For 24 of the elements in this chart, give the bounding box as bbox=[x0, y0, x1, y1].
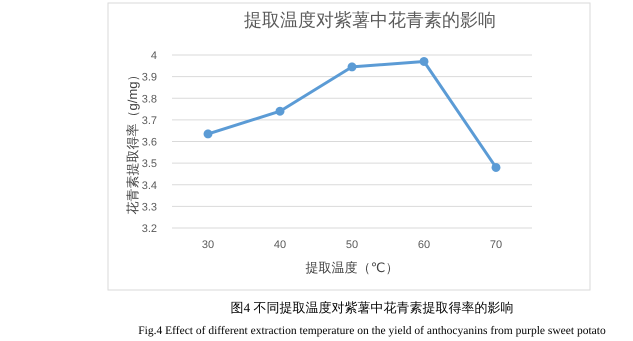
point bbox=[204, 129, 212, 138]
y-axis-title: 花青素提取得率（g/mg） bbox=[125, 68, 140, 214]
y-tick-label: 3.5 bbox=[142, 158, 157, 170]
y-tick-label: 3.7 bbox=[142, 114, 157, 127]
point bbox=[492, 162, 500, 172]
caption: Fig.4 Effect of different extraction temperature on the yield of anthocyanins from purple sweet potato bbox=[138, 325, 606, 337]
point bbox=[420, 56, 428, 66]
y-tick-label: 3.4 bbox=[142, 180, 157, 192]
x-tick-label: 30 bbox=[202, 239, 214, 251]
x-tick-label: 70 bbox=[490, 239, 502, 251]
x-axis-title: 提取温度（℃） bbox=[306, 260, 398, 275]
point bbox=[276, 106, 284, 116]
y-tick-label: 3.8 bbox=[142, 93, 157, 106]
y-tick-label: 4 bbox=[150, 50, 157, 62]
y-tick-label: 3.2 bbox=[142, 223, 157, 235]
chart-title: 提取温度对紫薯中花青素的影响 bbox=[244, 10, 496, 30]
x-tick-label: 40 bbox=[274, 239, 286, 251]
y-tick-label: 3.6 bbox=[142, 136, 157, 148]
point bbox=[348, 62, 356, 72]
y-tick-label: 3.9 bbox=[142, 72, 157, 84]
x-tick-label: 50 bbox=[346, 239, 358, 251]
x-tick-label: 60 bbox=[418, 239, 430, 251]
caption: 图4 不同提取温度对紫薯中花青素提取得率的影响 bbox=[230, 300, 514, 315]
y-tick-label: 3.3 bbox=[142, 201, 157, 214]
